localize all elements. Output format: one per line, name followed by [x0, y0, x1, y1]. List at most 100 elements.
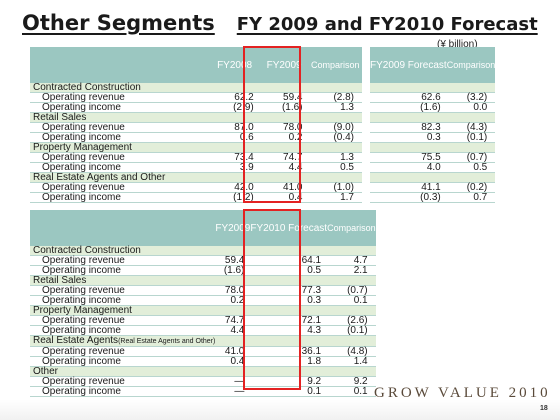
table-cell: 41.0	[215, 346, 251, 357]
table-cell: (0.7)	[327, 285, 376, 296]
section-label-note: (Real Estate Agents and Other)	[118, 338, 216, 345]
table-cell	[446, 112, 496, 123]
table-row: Operating revenue 42.0 41.0 (1.0)	[30, 182, 362, 193]
table-cell	[259, 83, 309, 93]
table-cell: 9.2	[327, 376, 376, 387]
table-cell	[250, 246, 328, 256]
table-row: 4.0 0.5	[370, 162, 496, 173]
section-row: Real Estate Agents(Real Estate Agents an…	[30, 335, 376, 347]
table-cell	[370, 83, 447, 93]
column-header: Comparison	[308, 47, 362, 83]
table-cell: (1.6)	[370, 102, 447, 113]
table-cell: 0.0	[446, 102, 496, 113]
table-cell: (2.6)	[327, 315, 376, 326]
table-row: 41.1 (0.2)	[370, 182, 496, 193]
table-cell	[209, 112, 260, 123]
table-cell	[370, 172, 447, 183]
table-cell	[215, 275, 251, 286]
table-cell	[308, 142, 362, 153]
grow-value-logo: GROW VALUE 2010	[374, 385, 551, 401]
table-cell	[327, 305, 376, 316]
table-cell: 59.4	[215, 255, 251, 266]
table-cell: (1.6)	[259, 102, 309, 113]
table-row: Operating income (2.9) (1.6) 1.3	[30, 102, 362, 113]
table-cell	[215, 305, 251, 316]
section-row	[370, 83, 496, 93]
footer-band	[0, 400, 560, 420]
table-cell: (9.0)	[308, 122, 362, 133]
table-cell: (3.2)	[446, 92, 496, 103]
table-row: Operating revenue 78.0 77.3 (0.7)	[30, 285, 376, 296]
table-cell: —	[215, 376, 251, 387]
table-cell: 0.2	[259, 132, 309, 143]
section-label: Contracted Construction	[30, 83, 210, 93]
table-cell	[308, 172, 362, 183]
table-cell	[327, 246, 376, 256]
table-cell: 74.7	[259, 152, 309, 163]
table-cell	[250, 305, 328, 316]
table-cell: 3.9	[209, 162, 260, 173]
column-header: Comparison	[327, 210, 376, 246]
table-cell: (0.1)	[446, 132, 496, 143]
row-label: Operating income	[30, 295, 216, 306]
table-row: Operating revenue 59.4 64.1 4.7	[30, 255, 376, 266]
table-cell: 0.4	[215, 356, 251, 367]
header-row: FY2009 Forecast Comparison	[370, 47, 496, 83]
header-blank	[30, 47, 210, 83]
table-cell	[308, 112, 362, 123]
table-cell: 0.3	[370, 132, 447, 143]
row-label: Operating revenue	[30, 122, 210, 133]
table-row: (0.3) 0.7	[370, 192, 496, 203]
table-row: Operating income —0.1 0.1	[30, 386, 376, 397]
table-cell	[215, 335, 251, 347]
table-cell: (2.8)	[308, 92, 362, 103]
table-cell: 1.8	[250, 356, 328, 367]
column-header: Comparison	[446, 47, 496, 83]
table-cell: (0.7)	[446, 152, 496, 163]
table-cell: 1.3	[308, 102, 362, 113]
table-cell	[259, 142, 309, 153]
table-cell: 4.4	[215, 325, 251, 336]
row-label: Operating revenue	[30, 255, 216, 266]
row-label: Operating income	[30, 386, 216, 397]
row-label: Operating income	[30, 325, 216, 336]
table-row: Operating revenue 62.2 59.4 (2.8)	[30, 92, 362, 103]
highlight-box-fy2010	[243, 209, 301, 390]
table-cell: 0.1	[327, 295, 376, 306]
row-label: Operating income	[30, 192, 210, 203]
table-row: Operating income 3.9 4.4 0.5	[30, 162, 362, 173]
table-cell	[209, 142, 260, 153]
section-row: Contracted Construction	[30, 83, 362, 93]
table-cell: (0.2)	[446, 182, 496, 193]
section-row: Property Management	[30, 305, 376, 316]
header-blank	[30, 210, 216, 246]
table-cell: 62.6	[370, 92, 447, 103]
table-cell	[327, 335, 376, 347]
section-row: Other	[30, 366, 376, 377]
table-cell	[209, 83, 260, 93]
table-cell	[209, 172, 260, 183]
section-row: Contracted Construction	[30, 246, 376, 256]
table-cell: 4.3	[250, 325, 328, 336]
table-row: (1.6) 0.0	[370, 102, 496, 113]
table-cell: 36.1	[250, 346, 328, 357]
table-row: 75.5 (0.7)	[370, 152, 496, 163]
table-cell: 0.6	[209, 132, 260, 143]
table-cell: 41.1	[370, 182, 447, 193]
table-row: 62.6 (3.2)	[370, 92, 496, 103]
table-cell: 0.5	[250, 265, 328, 276]
table-cell: (0.4)	[308, 132, 362, 143]
table-cell	[250, 366, 328, 377]
section-label: Retail Sales	[30, 275, 216, 286]
table-row: Operating income 0.6 0.2 (0.4)	[30, 132, 362, 143]
table-row: 82.3 (4.3)	[370, 122, 496, 133]
section-row: Property Management	[30, 142, 362, 153]
row-label: Operating income	[30, 265, 216, 276]
table-cell: 0.5	[446, 162, 496, 173]
row-label: Operating revenue	[30, 92, 210, 103]
table-row: Operating income 4.4 4.3 (0.1)	[30, 325, 376, 336]
table-cell	[370, 142, 447, 153]
table-cell: 1.4	[327, 356, 376, 367]
table-cell	[259, 172, 309, 183]
row-label: Operating income	[30, 102, 210, 113]
